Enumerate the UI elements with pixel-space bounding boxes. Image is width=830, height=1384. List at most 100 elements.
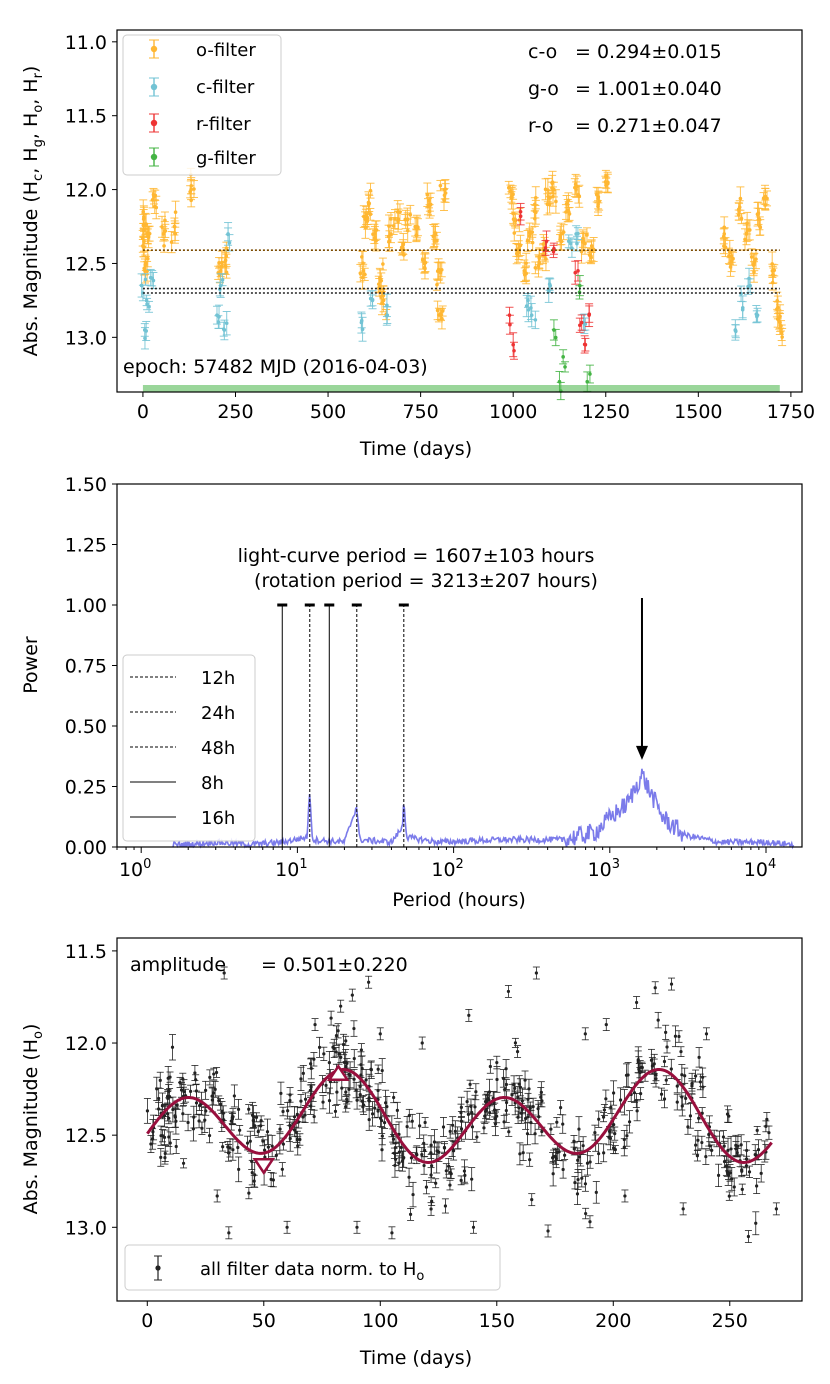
data-point — [263, 1118, 271, 1145]
color-index-c-o-value: = 0.294±0.015 — [575, 41, 722, 63]
data-point — [257, 1115, 265, 1126]
data-point — [678, 1095, 686, 1117]
data-point — [143, 1098, 151, 1124]
y-tick-label: 12.0 — [65, 180, 107, 202]
amplitude-label: amplitude — [130, 954, 226, 976]
data-point — [230, 1084, 238, 1108]
data-point — [574, 1169, 582, 1190]
x-tick-label: 1250 — [582, 401, 630, 423]
data-point — [505, 1126, 513, 1137]
legend-label-16h: 16h — [201, 808, 235, 829]
data-point-outlier — [407, 1207, 415, 1221]
model-minimum-marker — [252, 1157, 276, 1175]
data-point-outlier — [581, 1027, 589, 1041]
data-point-o-filter — [727, 250, 736, 273]
data-point-o-filter — [186, 185, 195, 199]
y-tick-label: 11.5 — [65, 106, 107, 128]
middle-panel: 100 101 102 103 104 0.00 0.25 0.50 0.75 1.00 1.25 1… — [20, 474, 803, 911]
data-point-outlier — [772, 1202, 780, 1216]
data-point — [633, 1100, 641, 1122]
data-point-outlier — [418, 1036, 426, 1050]
data-point-c-filter — [215, 304, 224, 329]
data-point-c-filter — [573, 227, 582, 240]
data-point-o-filter — [360, 267, 369, 281]
data-point — [534, 1100, 542, 1118]
bottom-panel-legend: all filter data norm. to Ho — [124, 1244, 501, 1291]
data-point — [457, 1103, 465, 1122]
data-point — [516, 1142, 524, 1166]
legend-entry-16h: 16h — [130, 808, 235, 829]
data-point — [408, 1113, 416, 1129]
data-point — [446, 1166, 454, 1179]
data-point — [352, 1081, 360, 1099]
data-point-o-filter — [385, 230, 394, 252]
x-tick-label: 100 — [119, 857, 151, 881]
data-point-o-filter — [440, 189, 449, 211]
x-tick-label: 0 — [141, 1310, 153, 1332]
data-point-o-filter — [535, 248, 544, 266]
data-point-o-filter — [759, 192, 768, 205]
top-panel-legend: o-filter c-filter r-filter g-filter — [122, 34, 282, 176]
y-tick-label: 0.25 — [65, 777, 107, 799]
data-point-r-filter — [580, 335, 589, 354]
x-tick-label: 150 — [479, 1310, 515, 1332]
data-point — [206, 1069, 214, 1086]
data-point-c-filter — [531, 310, 540, 330]
middle-panel-legend-box — [122, 654, 256, 842]
data-point — [261, 1139, 269, 1161]
x-tick-label: 1000 — [489, 401, 537, 423]
data-point — [441, 1198, 449, 1214]
bottom-panel: 0 50 100 150 200 250 11.5 12.0 12.5 13.0 Time (da… — [20, 937, 803, 1369]
data-point — [395, 1155, 403, 1172]
data-point — [409, 1181, 417, 1208]
data-point — [550, 1149, 558, 1164]
data-point — [421, 1117, 429, 1128]
data-point-o-filter — [431, 225, 440, 240]
data-point-o-filter — [436, 179, 445, 192]
y-tick-label: 1.00 — [65, 595, 107, 617]
data-point-o-filter — [377, 291, 386, 316]
data-point — [378, 1138, 386, 1162]
data-point — [245, 1104, 253, 1115]
data-point-outlier — [544, 1224, 552, 1238]
bottom-panel-data-layer — [143, 966, 780, 1243]
data-point — [728, 1167, 736, 1191]
data-point — [446, 1179, 454, 1191]
bottom-panel-ylabel: Abs. Magnitude (Ho) — [20, 1024, 46, 1215]
y-tick-label: 12.5 — [65, 253, 107, 275]
data-point — [332, 1025, 340, 1046]
top-panel: 0 250 500 750 1000 1250 1500 1750 11.0 11.5 12.0 12… — [20, 29, 815, 460]
data-point — [286, 1093, 294, 1108]
y-tick-label: 1.25 — [65, 535, 107, 557]
data-point — [272, 1150, 280, 1161]
bottom-panel-legend-box — [124, 1244, 501, 1291]
data-point-o-filter — [152, 195, 161, 220]
data-point-c-filter — [225, 234, 234, 252]
data-point — [147, 1135, 155, 1153]
periodogram-line — [172, 768, 795, 850]
data-point — [179, 1105, 187, 1122]
data-point — [677, 1046, 685, 1057]
legend-entry-48h: 48h — [130, 738, 235, 759]
data-point — [730, 1177, 738, 1197]
data-point-o-filter — [140, 236, 149, 258]
legend-marker-all-filter — [155, 1265, 161, 1271]
data-point-outlier — [469, 1220, 477, 1234]
data-point — [468, 1167, 476, 1192]
data-point — [153, 1076, 161, 1101]
data-point-o-filter — [370, 226, 379, 250]
data-point — [738, 1183, 746, 1196]
data-point — [698, 1135, 706, 1150]
x-tick-label: 200 — [595, 1310, 631, 1332]
data-point — [559, 1160, 567, 1179]
data-point — [172, 1108, 180, 1135]
data-point — [610, 1141, 618, 1154]
data-point-outlier — [337, 999, 345, 1013]
data-point-c-filter — [137, 273, 146, 298]
x-tick-label: 103 — [588, 857, 620, 881]
data-point-o-filter — [736, 186, 745, 211]
data-point — [422, 1180, 430, 1195]
model-maximum-marker — [327, 1064, 350, 1082]
data-point — [191, 1065, 199, 1081]
data-point-o-filter — [595, 191, 604, 211]
